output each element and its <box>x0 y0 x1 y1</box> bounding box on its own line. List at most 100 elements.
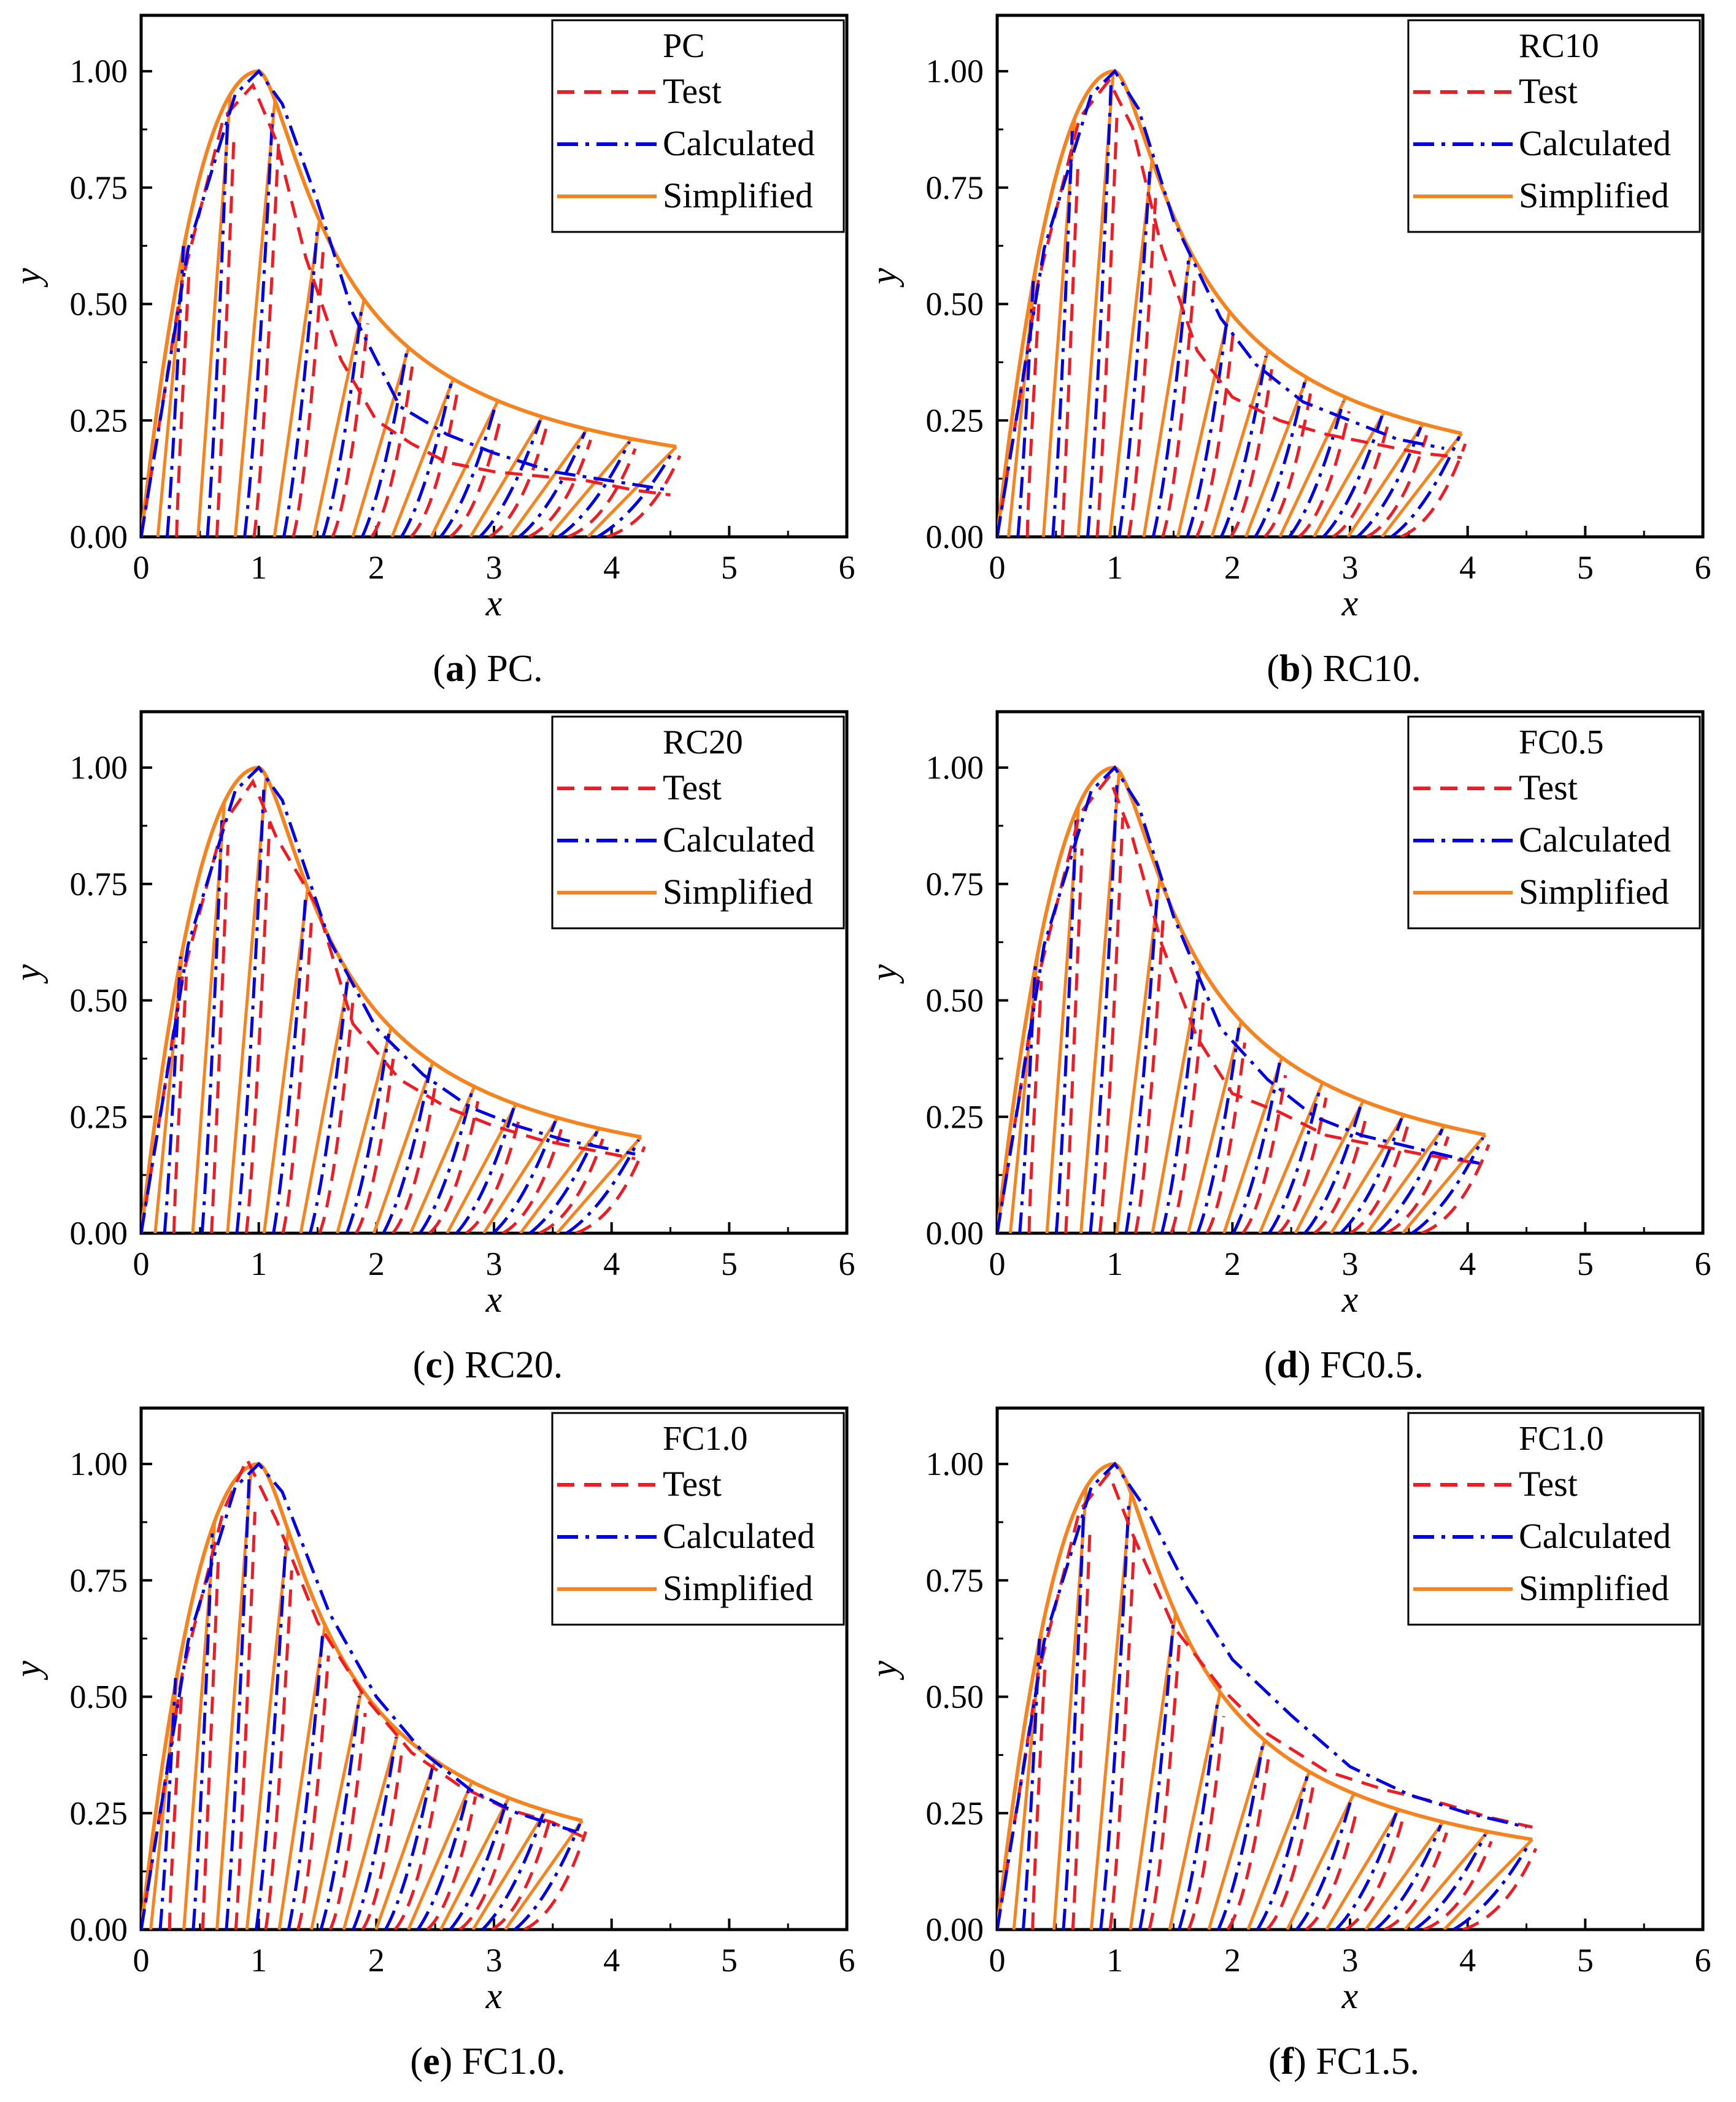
panel-a: 0 1 2 3 4 5 6 0.00 0.25 0.50 0.75 1.00 x y PC Test Calcu… <box>7 13 855 690</box>
y-tick-label: 0.00 <box>926 518 984 555</box>
calculated-loop <box>514 1823 582 1930</box>
y-tick-label: 0.75 <box>70 866 128 903</box>
simplified-loop <box>547 437 633 537</box>
calculated-loop <box>1021 1638 1041 1930</box>
calculated-loop <box>1390 436 1461 537</box>
calculated-loop <box>206 107 230 537</box>
simplified-loop <box>310 1688 363 1930</box>
x-tick-label: 5 <box>1577 1942 1594 1979</box>
calculated-loop <box>322 306 364 537</box>
caption-open: ( <box>433 648 446 690</box>
calculated-loop <box>361 353 408 537</box>
test-loop <box>1095 117 1119 537</box>
simplified-loop <box>1151 966 1202 1233</box>
test-loop <box>1400 443 1467 537</box>
caption-close: ) <box>440 2041 453 2082</box>
y-tick-label: 0.50 <box>70 982 128 1019</box>
test-loop <box>1241 1074 1287 1233</box>
simplified-loop <box>351 347 411 537</box>
calculated-loop <box>382 1067 432 1233</box>
simplified-loop <box>1278 396 1348 537</box>
data-area <box>141 69 682 537</box>
legend: RC10 Test Calculated Simplified <box>1407 19 1701 233</box>
test-loop <box>538 1138 604 1233</box>
calculated-loop <box>1288 401 1345 537</box>
simplified-loop <box>1403 1830 1489 1930</box>
calculated-loop <box>1051 131 1074 537</box>
x-tick-label: 3 <box>486 549 503 586</box>
x-tick-label: 1 <box>1106 1245 1123 1282</box>
legend-title: FC1.0 <box>1519 1420 1604 1458</box>
calculated-loop <box>319 1696 361 1930</box>
calculated-loop <box>1303 1104 1363 1233</box>
simplified-loop <box>342 1730 400 1930</box>
data-area <box>997 69 1467 537</box>
legend-label-test: Test <box>663 71 722 111</box>
caption-letter: f <box>1281 2041 1295 2082</box>
x-tick-label: 0 <box>989 1942 1006 1979</box>
calculated-loop <box>479 420 542 537</box>
simplified-loop <box>1008 953 1040 1233</box>
caption-close: ) <box>1300 648 1313 690</box>
test-loop <box>331 323 369 537</box>
legend-label-test: Test <box>1519 71 1578 111</box>
calculated-loop <box>352 1736 398 1930</box>
calculated-loop <box>225 1479 251 1930</box>
test-loop <box>1187 1715 1225 1930</box>
calculated-loop <box>1099 1506 1130 1930</box>
test-loop <box>465 1117 522 1233</box>
test-loop <box>264 1570 293 1930</box>
series-test <box>141 82 671 537</box>
x-tick-label: 1 <box>250 1942 267 1979</box>
test-loop <box>392 1079 438 1233</box>
calculated-loop <box>272 898 307 1233</box>
simplified-loop <box>372 1061 434 1233</box>
calculated-loop <box>449 1801 508 1930</box>
simplified-loop <box>1443 1838 1533 1930</box>
test-loop <box>575 1145 646 1233</box>
panel-caption: (a) PC. <box>433 648 542 690</box>
simplified-loop <box>471 1809 547 1930</box>
caption-open: ( <box>1268 2041 1281 2082</box>
caption-text: RC20. <box>455 1344 563 1386</box>
y-tick-label: 0.25 <box>70 402 128 439</box>
test-loop <box>491 1822 551 1930</box>
simplified-loop <box>1115 878 1162 1233</box>
test-loop <box>1031 1660 1047 1930</box>
calculated-loop <box>1117 171 1152 537</box>
x-tick-label: 0 <box>133 1942 150 1979</box>
y-axis-title: y <box>863 1660 904 1680</box>
x-tick-label: 4 <box>603 1245 620 1282</box>
x-tick-label: 3 <box>486 1245 503 1282</box>
simplified-loop <box>587 445 677 537</box>
test-loop <box>252 144 280 537</box>
x-tick-label: 0 <box>133 549 150 586</box>
test-loop <box>528 439 592 537</box>
calculated-loop <box>1086 85 1113 537</box>
x-tick-label: 4 <box>1459 1942 1476 1979</box>
test-loop <box>1170 993 1206 1233</box>
simplified-loop <box>1076 71 1115 537</box>
calculated-loop <box>1232 1062 1281 1233</box>
test-loop <box>428 1101 480 1233</box>
simplified-loop <box>504 1820 584 1930</box>
legend-label-calculated: Calculated <box>663 123 815 163</box>
calculated-loop <box>492 1120 557 1233</box>
x-tick-label: 3 <box>1342 549 1359 586</box>
test-loop <box>426 1796 477 1930</box>
y-tick-label: 0.75 <box>926 866 984 903</box>
calculated-loop <box>287 1634 325 1930</box>
simplified-loop <box>1258 1082 1324 1233</box>
y-tick-label: 1.00 <box>926 749 984 786</box>
caption-open: ( <box>1264 1344 1277 1386</box>
x-tick-label: 6 <box>839 1942 855 1979</box>
y-tick-label: 0.25 <box>70 1098 128 1135</box>
y-tick-label: 1.00 <box>70 1446 128 1482</box>
calculated-loop <box>528 1131 599 1233</box>
y-tick-label: 1.00 <box>926 1446 984 1482</box>
simplified-loop <box>1401 1133 1487 1233</box>
caption-close: ) <box>1298 1344 1311 1386</box>
simplified-loop <box>1128 1613 1178 1930</box>
legend-label-test: Test <box>663 768 722 807</box>
panel-f: 0 1 2 3 4 5 6 0.00 0.25 0.50 0.75 1.00 x y FC1.0 Test Ca… <box>863 1406 1711 2082</box>
